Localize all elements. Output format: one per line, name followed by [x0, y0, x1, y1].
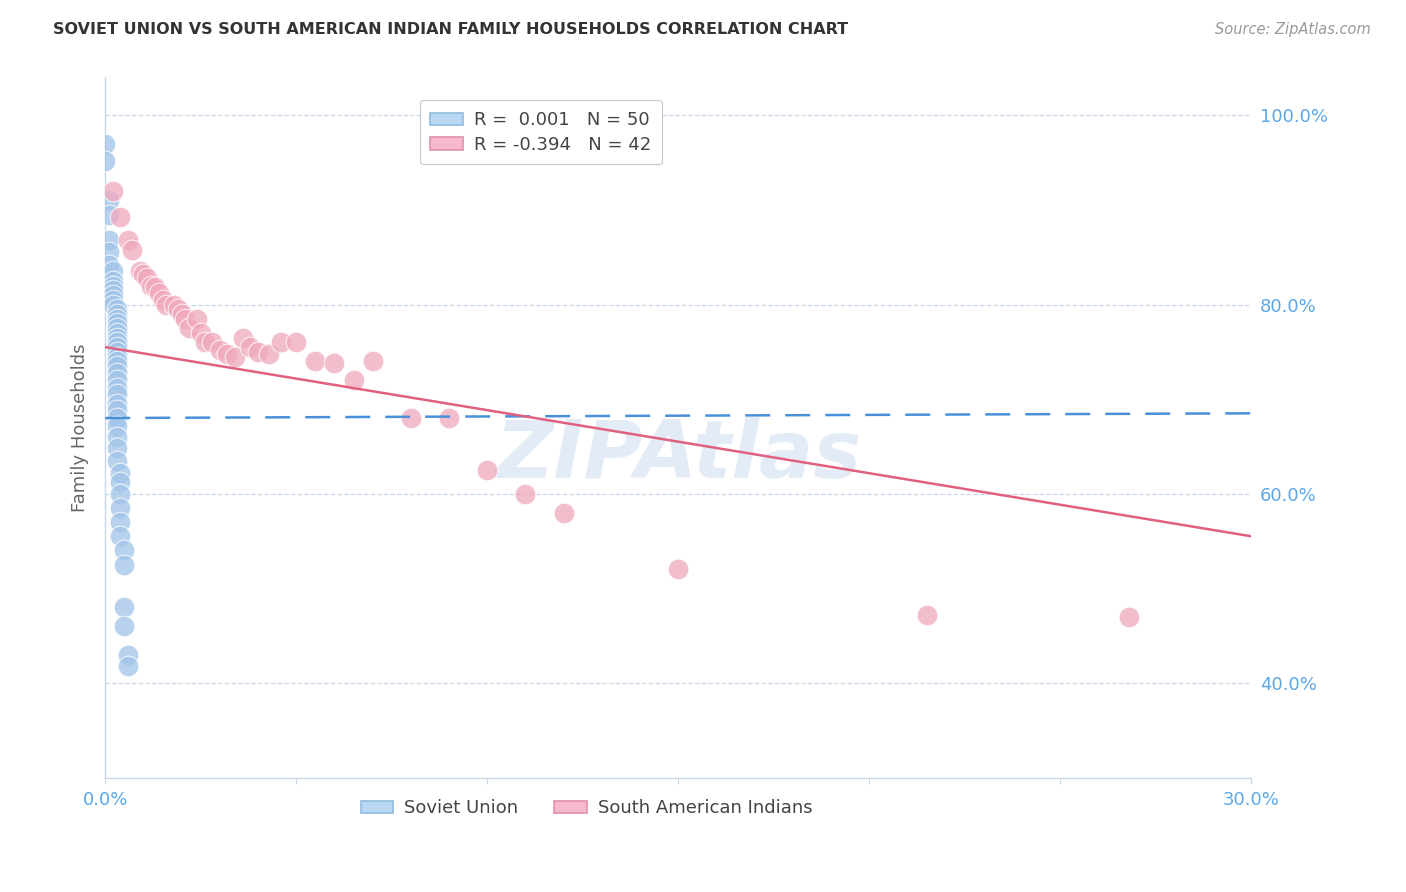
Point [285, 335, 308, 350]
Point [666, 562, 689, 576]
Point [163, 297, 186, 311]
Point [105, 354, 128, 368]
Point [136, 271, 159, 285]
Point [105, 387, 128, 401]
Point [105, 366, 128, 380]
Point [101, 288, 124, 302]
Point [117, 659, 139, 673]
Point [342, 373, 364, 387]
Point [105, 321, 128, 335]
Point [105, 359, 128, 373]
Point [915, 607, 938, 622]
Point [361, 354, 384, 368]
Point [121, 243, 143, 257]
Point [190, 326, 212, 340]
Y-axis label: Family Households: Family Households [72, 343, 89, 512]
Point [105, 397, 128, 411]
Point [112, 558, 135, 572]
Point [110, 466, 132, 480]
Point [105, 340, 128, 354]
Point [110, 211, 132, 225]
Point [304, 354, 326, 368]
Point [232, 330, 254, 344]
Point [110, 500, 132, 515]
Point [101, 283, 124, 297]
Point [105, 326, 128, 340]
Point [105, 307, 128, 321]
Point [186, 311, 208, 326]
Point [112, 619, 135, 633]
Point [152, 293, 174, 307]
Point [98, 258, 121, 272]
Point [139, 278, 162, 293]
Point [239, 340, 262, 354]
Point [247, 344, 270, 359]
Point [105, 317, 128, 331]
Text: Source: ZipAtlas.com: Source: ZipAtlas.com [1215, 22, 1371, 37]
Point [98, 208, 121, 222]
Point [105, 381, 128, 395]
Point [515, 487, 537, 501]
Point [98, 233, 121, 247]
Point [143, 280, 166, 294]
Point [112, 600, 135, 615]
Point [201, 335, 224, 350]
Point [101, 264, 124, 278]
Point [174, 311, 197, 326]
Point [179, 321, 201, 335]
Point [105, 302, 128, 317]
Point [437, 411, 460, 425]
Point [128, 264, 150, 278]
Point [105, 411, 128, 425]
Point [105, 311, 128, 326]
Point [399, 411, 422, 425]
Point [1118, 609, 1140, 624]
Point [94, 136, 117, 151]
Point [105, 430, 128, 444]
Point [105, 330, 128, 344]
Point [98, 245, 121, 260]
Point [94, 153, 117, 168]
Point [117, 648, 139, 662]
Point [110, 475, 132, 490]
Point [101, 274, 124, 288]
Point [323, 356, 346, 370]
Point [105, 335, 128, 350]
Point [477, 463, 499, 477]
Point [112, 543, 135, 558]
Point [117, 233, 139, 247]
Point [193, 335, 215, 350]
Point [101, 278, 124, 293]
Point [170, 307, 193, 321]
Point [166, 302, 188, 317]
Point [110, 515, 132, 529]
Point [105, 418, 128, 433]
Point [132, 267, 155, 281]
Point [224, 350, 246, 364]
Text: ZIPAtlas: ZIPAtlas [495, 417, 862, 494]
Point [259, 347, 281, 361]
Point [148, 286, 170, 301]
Point [105, 442, 128, 456]
Point [208, 343, 231, 357]
Point [98, 194, 121, 208]
Point [110, 529, 132, 543]
Point [105, 373, 128, 387]
Point [110, 487, 132, 501]
Point [105, 350, 128, 364]
Point [553, 506, 575, 520]
Point [101, 297, 124, 311]
Point [105, 344, 128, 359]
Point [105, 403, 128, 417]
Point [101, 293, 124, 307]
Legend: Soviet Union, South American Indians: Soviet Union, South American Indians [354, 792, 820, 824]
Point [217, 347, 239, 361]
Point [105, 453, 128, 467]
Text: SOVIET UNION VS SOUTH AMERICAN INDIAN FAMILY HOUSEHOLDS CORRELATION CHART: SOVIET UNION VS SOUTH AMERICAN INDIAN FA… [53, 22, 849, 37]
Point [155, 297, 177, 311]
Point [270, 335, 292, 350]
Point [101, 184, 124, 198]
